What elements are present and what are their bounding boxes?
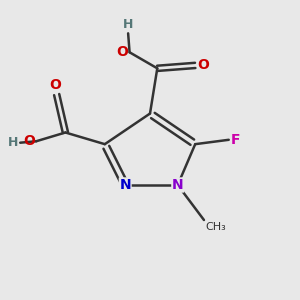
Text: O: O xyxy=(116,45,128,59)
Text: O: O xyxy=(23,134,35,148)
Text: O: O xyxy=(197,58,209,72)
Text: CH₃: CH₃ xyxy=(206,222,226,232)
Text: F: F xyxy=(231,133,241,147)
Text: H: H xyxy=(123,18,133,31)
Text: N: N xyxy=(172,178,184,192)
Text: H: H xyxy=(8,136,18,149)
Text: O: O xyxy=(49,78,61,92)
Text: N: N xyxy=(119,178,131,192)
